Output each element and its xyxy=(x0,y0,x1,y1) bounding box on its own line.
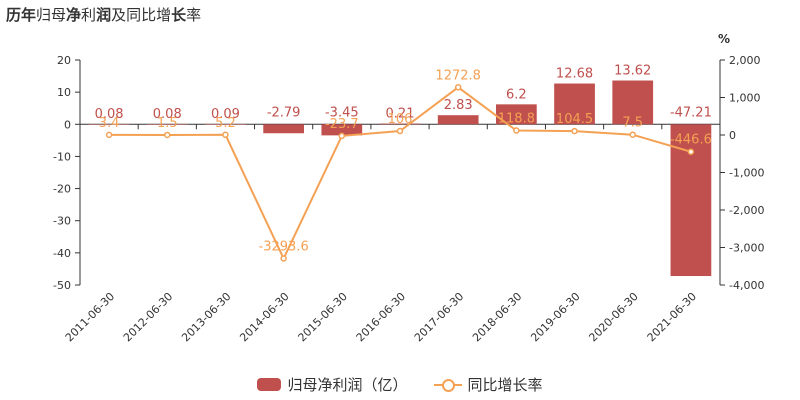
bar xyxy=(612,80,654,125)
legend-bar-label: 归母净利润（亿） xyxy=(287,375,408,394)
bar xyxy=(379,123,421,125)
line-data-label: -446.6 xyxy=(670,133,712,148)
line-point xyxy=(687,148,695,155)
line-series xyxy=(105,84,695,262)
line-data-label: 106 xyxy=(388,112,413,127)
bar-data-label: 0.21 xyxy=(386,107,415,122)
x-tick-label: 2017-06-30 xyxy=(412,290,466,344)
right-axis-unit: % xyxy=(718,32,730,46)
left-tick-label: -40 xyxy=(53,247,71,260)
x-tick-label: 2021-06-30 xyxy=(645,290,699,344)
line-data-label: -3293.6 xyxy=(259,240,309,255)
chart-title-part: 历年 xyxy=(6,6,37,24)
line-data-label: -23.7 xyxy=(325,117,359,132)
line-point xyxy=(629,131,636,138)
line-point xyxy=(513,127,520,134)
x-tick-label: 2015-06-30 xyxy=(296,290,350,344)
legend-bar-swatch xyxy=(257,377,282,391)
line-point xyxy=(396,127,404,135)
x-tick-label: 2018-06-30 xyxy=(470,290,524,344)
chart-title-part: 归母 xyxy=(36,6,67,24)
legend-line-label: 同比增长率 xyxy=(467,375,543,394)
bar-data-label: 0.09 xyxy=(211,107,240,122)
left-tick-label: -20 xyxy=(53,183,71,196)
line-point xyxy=(454,84,462,91)
bar xyxy=(88,124,130,125)
right-tick-label: 1,000 xyxy=(729,92,761,105)
x-tick-label: 2019-06-30 xyxy=(528,290,582,344)
right-tick-label: 0 xyxy=(729,129,736,142)
x-tick-label: 2013-06-30 xyxy=(179,290,233,344)
bar-data-label: 0.08 xyxy=(153,107,182,122)
line-data-label: 5.2 xyxy=(215,116,236,131)
left-tick-label: 20 xyxy=(57,54,71,67)
data-labels: 0.08 0.08 0.09 -2.79 -3.45 0.21 2.83 6.2 12.68 13… xyxy=(95,64,712,255)
bar xyxy=(205,123,246,125)
right-tick-label: -2,000 xyxy=(729,204,764,217)
line-point xyxy=(571,127,578,135)
bar-data-label: 0.08 xyxy=(95,107,124,122)
right-tick-label: -1,000 xyxy=(729,167,764,180)
bar-data-label: -3.45 xyxy=(325,105,359,120)
bar-data-label: -2.79 xyxy=(267,105,301,120)
legend-item-line[interactable]: 同比增长率 xyxy=(433,374,543,395)
bar xyxy=(496,104,537,125)
chart-title-part: 利 xyxy=(81,6,97,24)
left-tick-label: -50 xyxy=(53,279,71,292)
left-tick-label: -30 xyxy=(53,215,71,228)
line-point xyxy=(164,131,171,139)
x-tick-label: 2016-06-30 xyxy=(354,290,408,344)
right-tick-label: -4,000 xyxy=(729,279,764,292)
left-tick-label: 0 xyxy=(64,118,71,131)
bar-data-label: 2.83 xyxy=(444,98,473,113)
chart-title-part: 及同比增 xyxy=(111,6,172,24)
line-data-label: 1272.8 xyxy=(435,68,481,83)
line-data-label: 118.8 xyxy=(498,112,535,127)
left-tick-label: -10 xyxy=(53,150,71,163)
right-tick-label: 2,000 xyxy=(729,54,761,67)
chart-title-part: 长 xyxy=(171,6,187,24)
line-point xyxy=(105,131,113,139)
bar xyxy=(321,124,363,136)
bar xyxy=(554,83,595,125)
line-point xyxy=(222,131,229,139)
x-tick-label: 2011-06-30 xyxy=(63,290,117,344)
right-tick-label: -3,000 xyxy=(729,242,764,255)
x-tick-label: 2012-06-30 xyxy=(121,290,175,344)
bar xyxy=(437,115,479,125)
legend-item-bar[interactable]: 归母净利润（亿） xyxy=(257,374,408,395)
chart-title: 历年归母净利润及同比增长率 xyxy=(6,4,201,25)
line-data-label: 3.4 xyxy=(99,116,120,131)
chart-title-part: 净 xyxy=(66,6,82,24)
x-tick-label: 2020-06-30 xyxy=(586,290,640,344)
left-tick-label: 10 xyxy=(57,86,71,99)
line-data-label: 104.5 xyxy=(556,112,593,127)
bar-data-label: 13.62 xyxy=(614,64,651,79)
legend: 归母净利润（亿） 同比增长率 xyxy=(0,373,800,395)
bar xyxy=(263,124,304,134)
bar-data-label: 12.68 xyxy=(556,67,593,82)
x-tick-label: 2014-06-30 xyxy=(237,290,291,344)
line-data-label: 7.5 xyxy=(622,116,643,131)
line-point xyxy=(280,255,287,262)
bar-data-label: -47.21 xyxy=(670,105,712,120)
line-point xyxy=(338,132,346,140)
axes: 20 10 0 -10 -20 -30 -40 -50 2,000 1,000 0 -1,000 -2,… xyxy=(53,54,764,344)
bar xyxy=(146,124,188,125)
line-data-label: 1.5 xyxy=(157,116,178,131)
chart-title-part: 润 xyxy=(96,6,112,24)
bar-data-label: 6.2 xyxy=(506,87,527,102)
chart-title-part: 率 xyxy=(186,6,202,24)
bar-series xyxy=(88,80,712,277)
legend-line-swatch xyxy=(433,378,462,392)
